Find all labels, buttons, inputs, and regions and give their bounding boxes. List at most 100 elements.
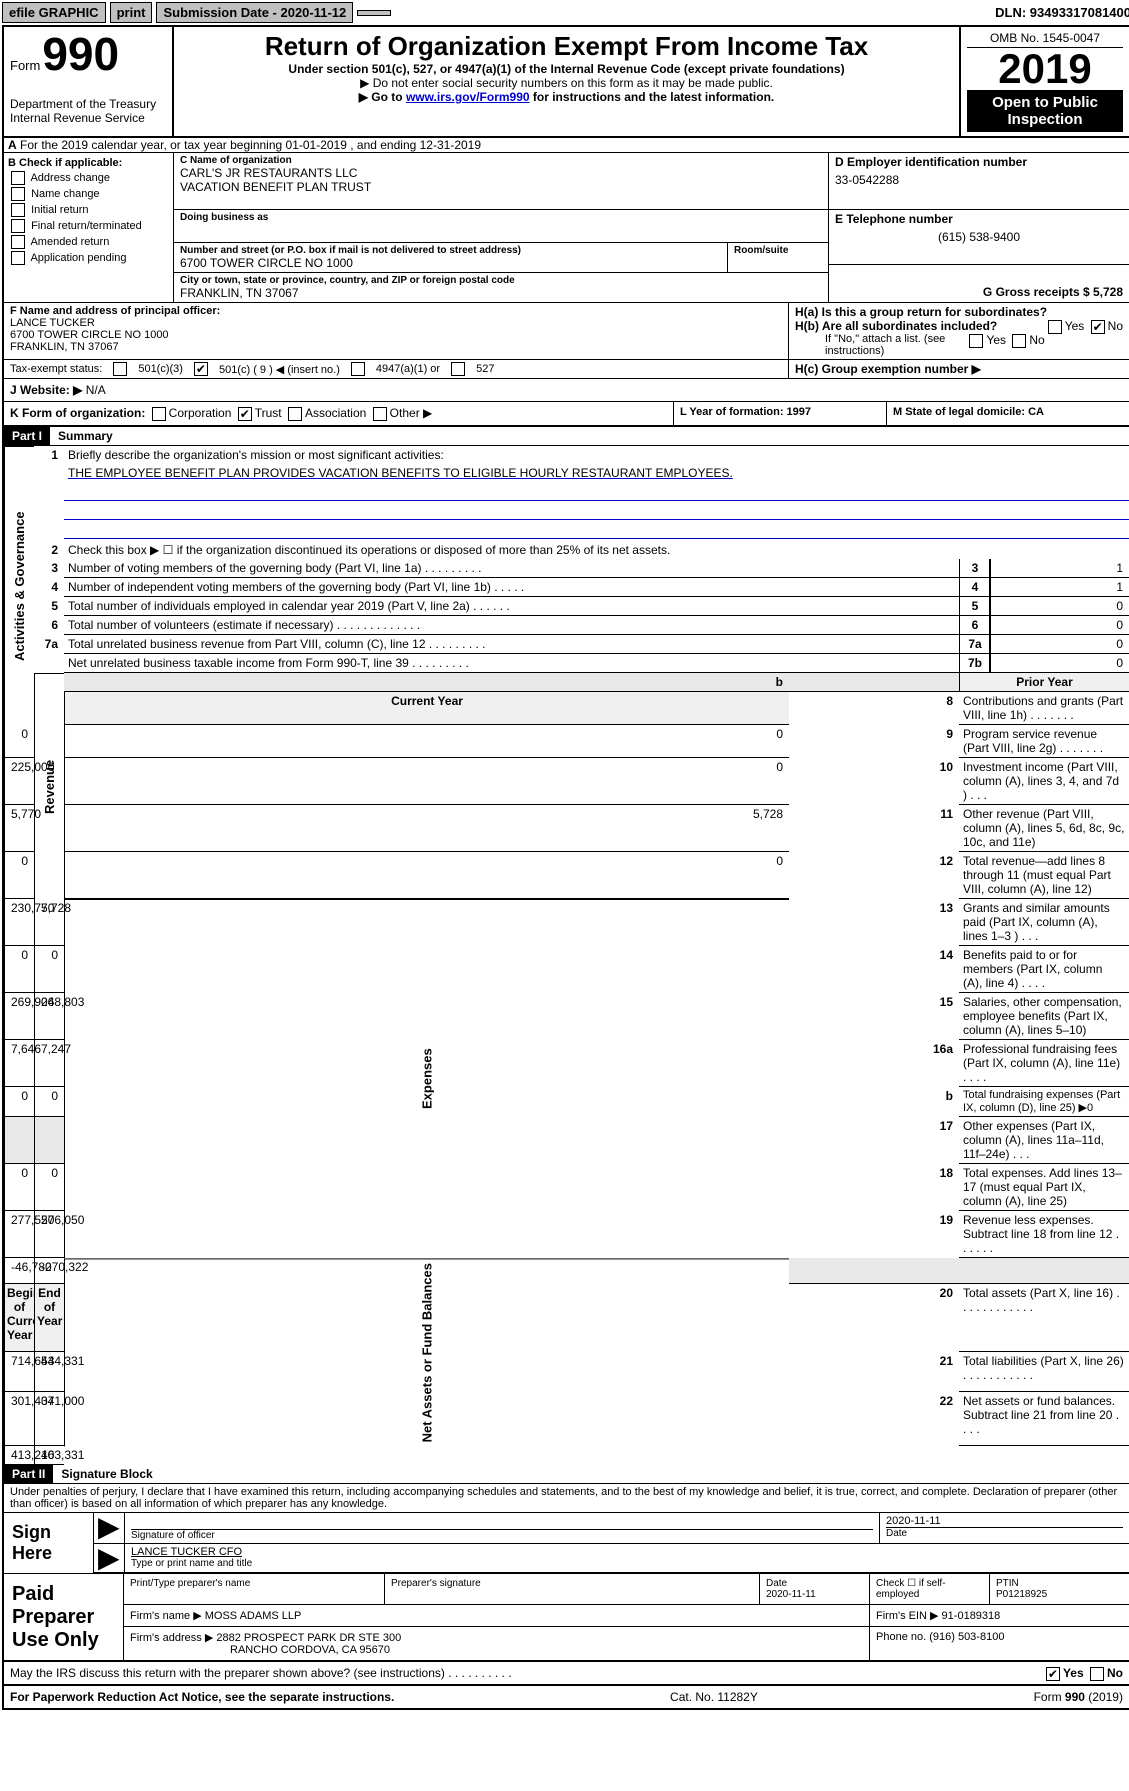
chk-application-pending[interactable]: Application pending	[8, 251, 169, 265]
hb-yes-checkbox[interactable]	[969, 334, 983, 348]
firm-ein: Firm's EIN ▶ 91-0189318	[869, 1605, 1129, 1626]
part-2-badge: Part II	[4, 1465, 53, 1483]
line-7a-desc: Total unrelated business revenue from Pa…	[64, 635, 959, 654]
addr-label: Number and street (or P.O. box if mail i…	[180, 245, 721, 256]
org-name-1: CARL'S JR RESTAURANTS LLC	[180, 166, 822, 180]
paid-preparer-block: Paid Preparer Use Only Print/Type prepar…	[4, 1573, 1129, 1662]
line-16b-desc: Total fundraising expenses (Part IX, col…	[959, 1087, 1129, 1117]
discuss-yes-checkbox[interactable]	[1046, 1667, 1060, 1681]
line-15-current: 7,247	[34, 1040, 64, 1087]
c-name-label: C Name of organization	[180, 155, 822, 166]
col-begin-year: Beginning of Current Year	[4, 1284, 34, 1352]
line-16a-prior: 0	[4, 1087, 34, 1117]
officer-addr1: 6700 TOWER CIRCLE NO 1000	[10, 329, 782, 341]
chk-address-change[interactable]: Address change	[8, 171, 169, 185]
line-8-desc: Contributions and grants (Part VIII, lin…	[959, 692, 1129, 725]
row-f-h: F Name and address of principal officer:…	[4, 303, 1129, 360]
line-22-desc: Net assets or fund balances. Subtract li…	[959, 1392, 1129, 1446]
paperwork-notice: For Paperwork Reduction Act Notice, see …	[10, 1690, 394, 1704]
side-activities-governance: Activities & Governance	[4, 446, 34, 725]
submission-date-button[interactable]: Submission Date - 2020-11-12	[156, 2, 353, 23]
b-check-label: B Check if applicable:	[8, 157, 122, 169]
ein-value: 33-0542288	[835, 173, 1123, 187]
col-prior-year: Prior Year	[959, 673, 1129, 692]
q1-brief-describe: Briefly describe the organization's miss…	[64, 446, 1129, 464]
dln-label: DLN: 93493317081400	[995, 5, 1129, 20]
sig-date: 2020-11-11	[886, 1515, 1123, 1527]
self-employed-label: Check ☐ if self-employed	[869, 1574, 989, 1604]
chk-initial-return[interactable]: Initial return	[8, 203, 169, 217]
note-goto-suffix: for instructions and the latest informat…	[530, 90, 775, 104]
org-name-2: VACATION BENEFIT PLAN TRUST	[180, 180, 822, 194]
sig-officer-label: Signature of officer	[131, 1529, 873, 1541]
line-12-prior: 230,770	[4, 899, 34, 946]
chk-other[interactable]	[373, 407, 387, 421]
line-20-desc: Total assets (Part X, line 16) . . . . .…	[959, 1284, 1129, 1352]
tax-exempt-label: Tax-exempt status:	[10, 363, 102, 375]
chk-4947a1[interactable]	[351, 362, 365, 376]
chk-501c[interactable]	[194, 362, 208, 376]
chk-corporation[interactable]	[152, 407, 166, 421]
line-10-prior: 5,770	[4, 805, 34, 852]
open-to-public-2: Inspection	[969, 111, 1121, 128]
m-state-domicile: M State of legal domicile: CA	[893, 406, 1044, 418]
ptin-value: P01218925	[996, 1589, 1047, 1600]
irs-label: Internal Revenue Service	[10, 111, 166, 125]
efile-button[interactable]: efile GRAPHIC	[2, 2, 106, 23]
line-19-prior: -46,780	[4, 1258, 34, 1284]
line-4-val: 1	[989, 578, 1129, 597]
line-7a-val: 0	[989, 635, 1129, 654]
part-2-header: Part II Signature Block	[4, 1465, 1129, 1484]
l-year-formation: L Year of formation: 1997	[680, 406, 811, 418]
side-revenue: Revenue	[34, 673, 64, 899]
officer-addr2: FRANKLIN, TN 37067	[10, 341, 782, 353]
row-tax-hc: Tax-exempt status: 501(c)(3) 501(c) ( 9 …	[4, 360, 1129, 379]
ha-yes-checkbox[interactable]	[1048, 320, 1062, 334]
chk-527[interactable]	[451, 362, 465, 376]
discuss-no-checkbox[interactable]	[1090, 1667, 1104, 1681]
line-5-desc: Total number of individuals employed in …	[64, 597, 959, 616]
line-14-current: 268,803	[34, 993, 64, 1040]
sign-here-label: Sign Here	[4, 1513, 94, 1573]
open-to-public-1: Open to Public	[969, 94, 1121, 111]
line-10-current: 5,728	[64, 805, 789, 852]
tax-year: 2019	[967, 48, 1123, 90]
irs-form990-link[interactable]: www.irs.gov/Form990	[406, 90, 530, 104]
summary-grid: Activities & Governance 1 Briefly descri…	[4, 446, 1129, 1465]
chk-final-return[interactable]: Final return/terminated	[8, 219, 169, 233]
k-form-org-label: K Form of organization:	[10, 406, 145, 420]
q2-check-box: Check this box ▶ ☐ if the organization d…	[64, 541, 1129, 559]
line-9-desc: Program service revenue (Part VIII, line…	[959, 725, 1129, 758]
line-8-current: 0	[64, 725, 789, 758]
print-button[interactable]: print	[110, 2, 153, 23]
form-title: Return of Organization Exempt From Incom…	[178, 31, 955, 62]
chk-name-change[interactable]: Name change	[8, 187, 169, 201]
line-12-current: 5,728	[34, 899, 64, 946]
form-number: 990	[42, 31, 119, 77]
e-phone-label: E Telephone number	[835, 212, 1123, 226]
line-18-desc: Total expenses. Add lines 13–17 (must eq…	[959, 1164, 1129, 1211]
line-19-current: -270,322	[34, 1258, 64, 1284]
declaration-text: Under penalties of perjury, I declare th…	[4, 1484, 1129, 1512]
city-state-zip: FRANKLIN, TN 37067	[180, 286, 822, 300]
officer-name: LANCE TUCKER	[10, 317, 782, 329]
line-13-desc: Grants and similar amounts paid (Part IX…	[959, 899, 1129, 946]
line-20-end: 444,331	[34, 1352, 64, 1392]
part-1-badge: Part I	[4, 427, 50, 445]
type-print-label: Type or print name and title	[131, 1558, 1123, 1569]
line-8-prior: 0	[4, 725, 34, 758]
form-header: Form 990 Department of the Treasury Inte…	[4, 27, 1129, 138]
paid-preparer-label: Paid Preparer Use Only	[4, 1574, 124, 1660]
discuss-row: May the IRS discuss this return with the…	[4, 1662, 1129, 1686]
chk-association[interactable]	[288, 407, 302, 421]
chk-trust[interactable]	[238, 407, 252, 421]
hb-no-checkbox[interactable]	[1012, 334, 1026, 348]
form-990-frame: Form 990 Department of the Treasury Inte…	[2, 25, 1129, 1710]
chk-501c3[interactable]	[113, 362, 127, 376]
chk-amended-return[interactable]: Amended return	[8, 235, 169, 249]
city-label: City or town, state or province, country…	[180, 275, 822, 286]
ha-no-checkbox[interactable]	[1091, 320, 1105, 334]
street-address: 6700 TOWER CIRCLE NO 1000	[180, 256, 721, 270]
sign-here-block: Sign Here ▶ Signature of officer 2020-11…	[4, 1512, 1129, 1573]
row-j-website: J Website: ▶ N/A	[4, 379, 1129, 402]
